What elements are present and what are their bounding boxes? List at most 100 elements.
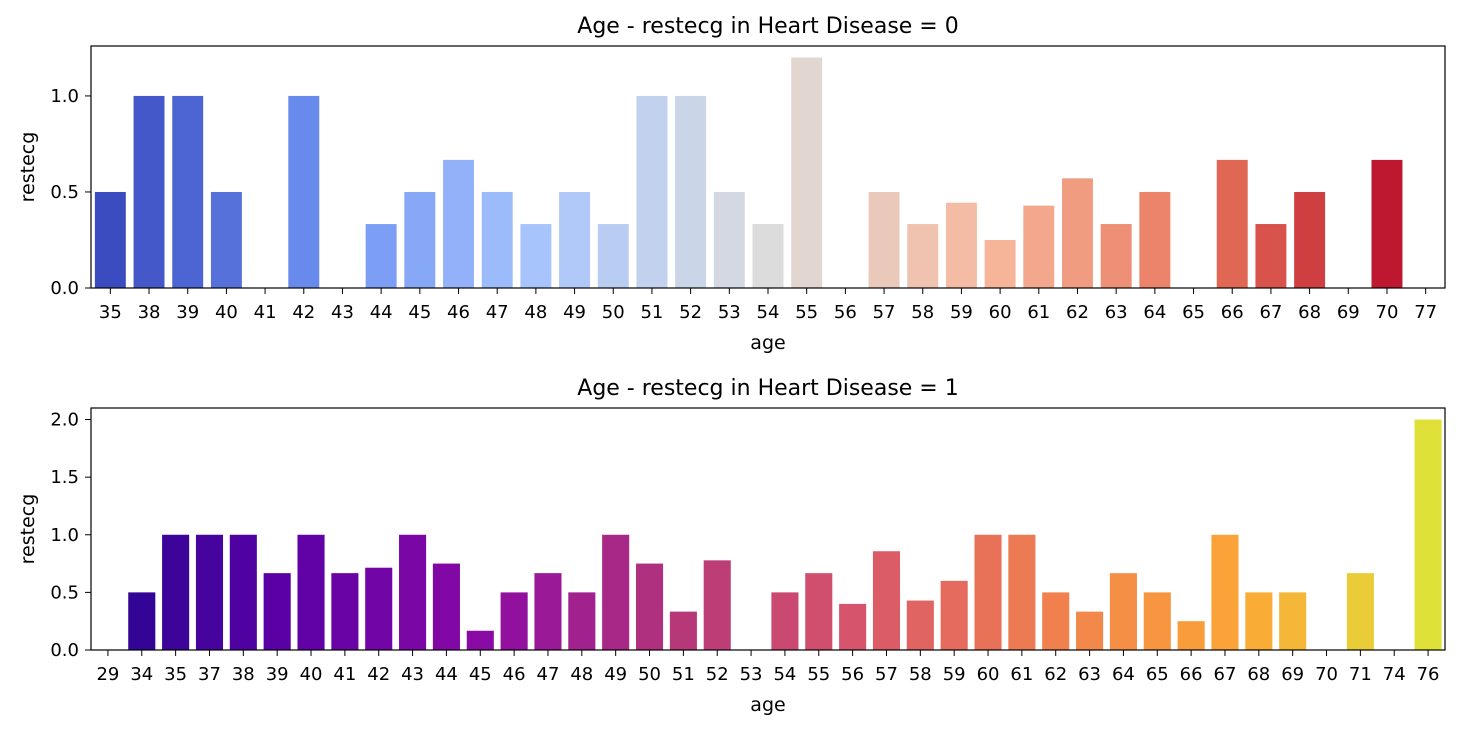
chart2-bar-56 bbox=[839, 603, 867, 650]
chart1-bar-44 bbox=[365, 224, 397, 288]
chart2-bar-52 bbox=[703, 560, 731, 650]
chart1-bar-46 bbox=[443, 159, 474, 288]
chart2-x-tick-label: 35 bbox=[164, 664, 187, 685]
chart1-y-tick-label: 1.0 bbox=[50, 86, 79, 107]
chart1-x-tick-label: 69 bbox=[1337, 302, 1360, 323]
chart2-bar-38 bbox=[229, 534, 257, 650]
chart1-x-tick-label: 57 bbox=[873, 302, 896, 323]
chart1-x-tick-label: 68 bbox=[1298, 302, 1321, 323]
chart2-x-tick-label: 37 bbox=[198, 664, 221, 685]
chart1-x-tick-label: 65 bbox=[1182, 302, 1205, 323]
chart2-bar-34 bbox=[128, 592, 156, 650]
chart2-bar-76 bbox=[1414, 419, 1442, 650]
chart2-x-tick-label: 64 bbox=[1112, 664, 1135, 685]
chart1-x-tick-label: 41 bbox=[254, 302, 277, 323]
chart2-x-tick-label: 61 bbox=[1010, 664, 1033, 685]
chart1-bar-60 bbox=[984, 239, 1016, 288]
chart2-x-tick-label: 59 bbox=[943, 664, 966, 685]
chart2-x-tick-label: 47 bbox=[537, 664, 560, 685]
chart1-bar-68 bbox=[1294, 191, 1326, 288]
chart1-bar-47 bbox=[481, 191, 513, 288]
chart2-x-tick-label: 34 bbox=[130, 664, 153, 685]
chart1-x-tick-label: 56 bbox=[834, 302, 857, 323]
chart1-x-tick-label: 49 bbox=[563, 302, 586, 323]
chart1-bar-58 bbox=[907, 224, 939, 288]
chart2-bar-60 bbox=[974, 534, 1002, 650]
chart2-x-tick-label: 45 bbox=[469, 664, 492, 685]
chart1-bar-51 bbox=[636, 95, 668, 288]
chart2-bar-48 bbox=[568, 592, 596, 650]
chart2-bar-55 bbox=[805, 573, 833, 650]
chart1-bar-42 bbox=[288, 95, 320, 288]
chart2-bar-51 bbox=[669, 611, 697, 650]
chart1-x-tick-label: 77 bbox=[1414, 302, 1437, 323]
chart1-bar-70 bbox=[1371, 159, 1403, 288]
chart1-x-tick-label: 47 bbox=[486, 302, 509, 323]
chart2-x-tick-label: 76 bbox=[1417, 664, 1440, 685]
chart2-x-tick-label: 43 bbox=[401, 664, 424, 685]
chart1-x-tick-label: 42 bbox=[292, 302, 315, 323]
chart2-bar-65 bbox=[1143, 592, 1171, 650]
chart2-x-tick-label: 74 bbox=[1383, 664, 1406, 685]
chart1-bar-62 bbox=[1062, 178, 1093, 288]
chart2-bar-42 bbox=[365, 567, 393, 650]
chart2-bar-35 bbox=[162, 534, 190, 650]
chart1-bar-49 bbox=[559, 191, 591, 288]
chart2-x-tick-label: 51 bbox=[672, 664, 695, 685]
chart2-bar-62 bbox=[1042, 592, 1070, 650]
chart1-bar-64 bbox=[1139, 191, 1171, 288]
chart2-bar-58 bbox=[906, 600, 934, 650]
chart1-y-tick-label: 0.0 bbox=[50, 278, 79, 299]
chart1-x-tick-label: 60 bbox=[989, 302, 1012, 323]
chart2-bar-68 bbox=[1245, 592, 1273, 650]
chart1-x-tick-label: 48 bbox=[524, 302, 547, 323]
chart2-x-tick-label: 71 bbox=[1349, 664, 1372, 685]
chart2-x-tick-label: 70 bbox=[1315, 664, 1338, 685]
chart2-bar-67 bbox=[1211, 534, 1239, 650]
chart1-x-tick-label: 63 bbox=[1105, 302, 1128, 323]
chart1-bar-66 bbox=[1216, 159, 1248, 288]
chart2-title: Age - restecg in Heart Disease = 1 bbox=[577, 376, 958, 401]
chart2-bar-49 bbox=[602, 534, 630, 650]
chart1-x-tick-label: 46 bbox=[447, 302, 470, 323]
chart1-x-tick-label: 66 bbox=[1221, 302, 1244, 323]
chart2-x-tick-label: 63 bbox=[1078, 664, 1101, 685]
chart2-y-tick-label: 2.0 bbox=[50, 410, 79, 431]
chart1-x-tick-label: 43 bbox=[331, 302, 354, 323]
chart2-bar-44 bbox=[432, 563, 460, 650]
chart1-x-tick-label: 55 bbox=[795, 302, 818, 323]
chart2-x-tick-label: 39 bbox=[266, 664, 289, 685]
chart2-bar-54 bbox=[771, 592, 799, 650]
chart1-y-axis-label: restecg bbox=[17, 132, 39, 203]
chart1-bar-48 bbox=[520, 224, 552, 288]
chart2-x-tick-label: 69 bbox=[1281, 664, 1304, 685]
chart1-x-tick-label: 38 bbox=[138, 302, 161, 323]
chart1-x-tick-label: 50 bbox=[602, 302, 625, 323]
chart1-bar-67 bbox=[1255, 224, 1287, 288]
chart1-bar-45 bbox=[404, 191, 436, 288]
chart2-x-tick-label: 40 bbox=[300, 664, 323, 685]
chart1-x-tick-label: 58 bbox=[911, 302, 934, 323]
chart2-bar-63 bbox=[1076, 611, 1104, 650]
chart2-bar-45 bbox=[466, 630, 494, 650]
chart1-x-tick-label: 53 bbox=[718, 302, 741, 323]
chart1-x-tick-label: 61 bbox=[1027, 302, 1050, 323]
chart2-x-tick-label: 58 bbox=[909, 664, 932, 685]
chart2-bar-66 bbox=[1177, 621, 1205, 650]
chart1-bar-63 bbox=[1100, 224, 1132, 288]
chart1-x-tick-label: 51 bbox=[640, 302, 663, 323]
chart2-bar-47 bbox=[534, 573, 562, 650]
chart2-bar-39 bbox=[263, 573, 291, 650]
chart1-x-tick-label: 59 bbox=[950, 302, 973, 323]
chart2-x-axis-label: age bbox=[750, 694, 785, 716]
chart1-x-tick-label: 54 bbox=[757, 302, 780, 323]
chart2-x-tick-label: 49 bbox=[604, 664, 627, 685]
chart2-x-tick-label: 57 bbox=[875, 664, 898, 685]
chart1-x-tick-label: 40 bbox=[215, 302, 238, 323]
chart1-bar-61 bbox=[1023, 205, 1055, 288]
chart2-bar-50 bbox=[635, 563, 664, 650]
chart1-x-tick-label: 35 bbox=[99, 302, 122, 323]
chart2-x-tick-label: 44 bbox=[435, 664, 458, 685]
chart2-x-tick-label: 52 bbox=[706, 664, 729, 685]
